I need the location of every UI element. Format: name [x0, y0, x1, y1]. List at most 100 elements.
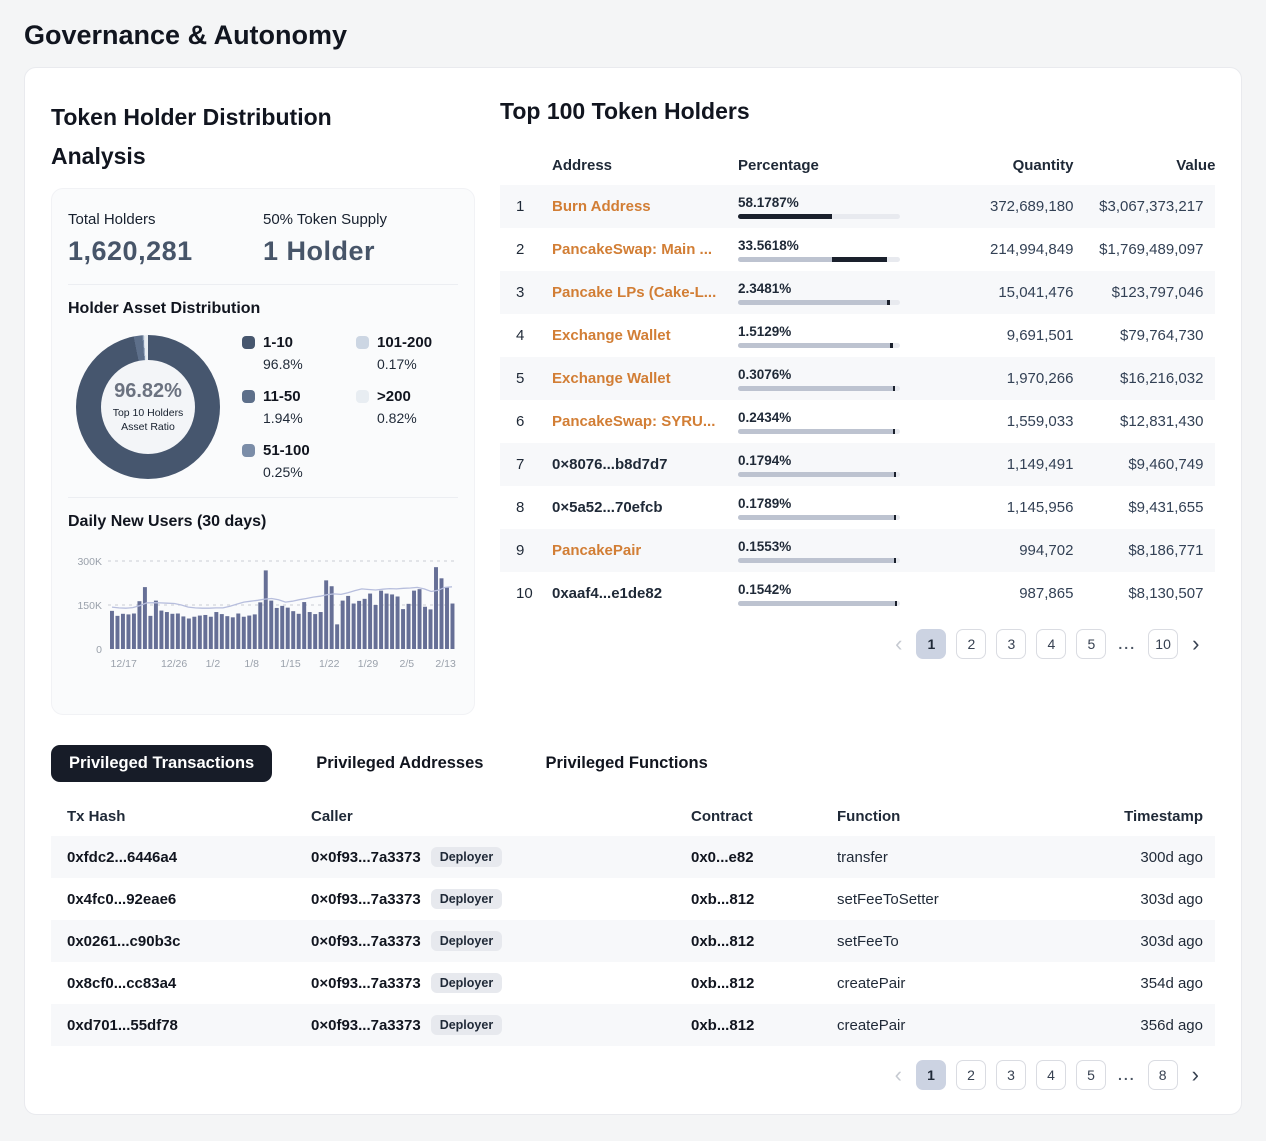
holder-address-link[interactable]: PancakeSwap: SYRU...: [552, 413, 716, 430]
page-button-5[interactable]: 5: [1076, 1060, 1106, 1090]
holder-address-link[interactable]: Pancake LPs (Cake-L...: [552, 284, 717, 301]
holder-quantity: 9,691,501: [1006, 327, 1074, 344]
holder-row: 6 PancakeSwap: SYRU... 0.2434% 1,559,033 $12…: [500, 400, 1215, 443]
holder-rank: 1: [516, 198, 525, 215]
holder-quantity: 1,559,033: [1006, 413, 1074, 430]
tx-caller-cell: 0×0f93...7a3373 Deployer: [311, 1015, 691, 1035]
tx-contract: 0xb...812: [691, 1016, 755, 1034]
holder-row: 2 PancakeSwap: Main ... 33.5618% 214,994,84…: [500, 228, 1215, 271]
holder-percentage-cell: 0.1789%: [738, 496, 990, 520]
holder-value: $9,431,655: [1128, 499, 1204, 516]
page-button-8[interactable]: 8: [1147, 1060, 1178, 1090]
column-contract: Contract: [691, 807, 753, 825]
tab-privileged-transactions[interactable]: Privileged Transactions: [51, 745, 273, 782]
holder-percentage-value: 0.1794%: [738, 452, 792, 468]
transactions-pagination: ‹ 1 2 3 4 5... 8 ›: [51, 1060, 1215, 1090]
svg-text:1/2: 1/2: [206, 658, 221, 670]
svg-text:1/22: 1/22: [319, 658, 340, 670]
holder-row: 1 Burn Address 58.1787% 372,689,180 $3,067,3…: [500, 185, 1216, 228]
holder-address-link[interactable]: Exchange Wallet: [552, 370, 671, 387]
holder-rank: 3: [516, 284, 525, 301]
bar-current-holder: [894, 600, 897, 606]
legend-swatch-icon: [242, 336, 255, 349]
stat-value: 1,620,281: [68, 236, 193, 266]
svg-text:0: 0: [96, 644, 102, 656]
holder-address-link[interactable]: PancakePair: [552, 542, 642, 559]
column-caller: Caller: [311, 807, 353, 825]
holder-rank: 9: [516, 542, 525, 559]
tx-caller-address: 0×0f93...7a3373: [311, 974, 421, 992]
transaction-row: 0x4fc0...92eae6 0×0f93...7a3373 Deployer 0x…: [51, 878, 1215, 920]
holder-address-link[interactable]: Exchange Wallet: [552, 327, 671, 344]
prev-page-chevron-icon[interactable]: ‹: [895, 631, 903, 656]
holder-percentage-bar: [738, 600, 900, 606]
prev-page-chevron-icon[interactable]: ‹: [894, 1062, 902, 1087]
page-button-4[interactable]: 4: [1036, 629, 1067, 659]
top-holders-panel: Top 100 Token Holders Address Percentage…: [500, 92, 1216, 715]
tx-timestamp: 303d ago: [1140, 890, 1203, 908]
holder-rank: 6: [516, 413, 525, 430]
distribution-panel-title: Token Holder Distribution Analysis: [51, 104, 332, 169]
bar-cumulative-previous: [738, 428, 894, 434]
holder-percentage-bar: [738, 514, 900, 520]
tx-contract: 0x0...e82: [691, 848, 754, 866]
tx-hash: 0xfdc2...6446a4: [67, 848, 178, 866]
pagination-ellipsis: ...: [1118, 1067, 1136, 1083]
legend-percentage: 0.17%: [377, 356, 417, 372]
tab-privileged-functions[interactable]: Privileged Functions: [545, 754, 708, 772]
holder-percentage-cell: 33.5618%: [738, 238, 990, 262]
bar-cumulative-previous: [738, 342, 891, 348]
page-button-4[interactable]: 4: [1036, 1060, 1066, 1090]
legend-swatch-icon: [242, 390, 255, 403]
next-page-chevron-icon[interactable]: ›: [1192, 631, 1200, 656]
holder-row: 3 Pancake LPs (Cake-L... 2.3481% 15,041,476…: [500, 271, 1216, 314]
holder-percentage-cell: 0.1542%: [738, 582, 990, 606]
page-button-3[interactable]: 3: [996, 629, 1027, 659]
tx-function: createPair: [837, 1016, 906, 1034]
page-button-5[interactable]: 5: [1076, 629, 1107, 659]
distribution-inner-panel: Total Holders 1,620,281 50% Token Supply…: [51, 188, 475, 715]
column-function: Function: [837, 807, 901, 825]
page-button-3[interactable]: 3: [996, 1060, 1026, 1090]
page-button-2[interactable]: 2: [956, 1060, 986, 1090]
stat-label: 50% Token Supply: [263, 211, 387, 228]
page-button-1[interactable]: 1: [916, 629, 947, 659]
legend-label: 1-10: [263, 334, 294, 351]
tx-caller-address: 0×0f93...7a3373: [311, 932, 421, 950]
holder-value: $9,460,749: [1128, 456, 1204, 473]
holder-percentage-value: 0.2434%: [738, 409, 792, 425]
bar-cumulative-previous: [738, 557, 895, 563]
legend-percentage: 0.82%: [377, 410, 417, 426]
tx-contract: 0xb...812: [691, 890, 755, 908]
page-button-10[interactable]: 10: [1148, 629, 1179, 659]
holder-percentage-bar: [738, 385, 900, 391]
legend-percentage: 96.8%: [263, 356, 303, 372]
tx-contract: 0xb...812: [691, 932, 755, 950]
tx-function: createPair: [837, 974, 906, 992]
tab-privileged-addresses[interactable]: Privileged Addresses: [316, 754, 484, 772]
holder-rank: 7: [516, 456, 525, 473]
stat-value: 1 Holder: [263, 236, 376, 266]
tx-timestamp: 354d ago: [1140, 974, 1203, 992]
holder-address-link[interactable]: PancakeSwap: Main ...: [552, 241, 713, 258]
donut-legend: 1-10 96.8% 11-50 1.94% 51-100 0.25% 101-200 0.1…: [242, 334, 444, 480]
tx-caller-cell: 0×0f93...7a3373 Deployer: [311, 847, 691, 867]
holder-value: $1,769,489,097: [1099, 241, 1204, 258]
tx-caller-cell: 0×0f93...7a3373 Deployer: [311, 931, 691, 951]
bar-current-holder: [738, 213, 833, 219]
deployer-badge: Deployer: [430, 931, 503, 951]
holder-value: $12,831,430: [1120, 413, 1204, 430]
page-button-1[interactable]: 1: [916, 1060, 946, 1090]
holder-address-link[interactable]: Burn Address: [552, 198, 651, 215]
holder-quantity: 1,145,956: [1006, 499, 1074, 516]
holder-percentage-value: 1.5129%: [738, 323, 792, 339]
holder-value: $79,764,730: [1120, 327, 1204, 344]
holder-percentage-value: 58.1787%: [738, 194, 799, 210]
deployer-badge: Deployer: [430, 973, 503, 993]
page-button-2[interactable]: 2: [956, 629, 987, 659]
next-page-chevron-icon[interactable]: ›: [1191, 1062, 1199, 1087]
column-address: Address: [552, 156, 613, 174]
legend-label: >200: [377, 388, 411, 405]
bar-cumulative-previous: [738, 256, 833, 262]
tx-hash: 0x4fc0...92eae6: [67, 890, 177, 908]
